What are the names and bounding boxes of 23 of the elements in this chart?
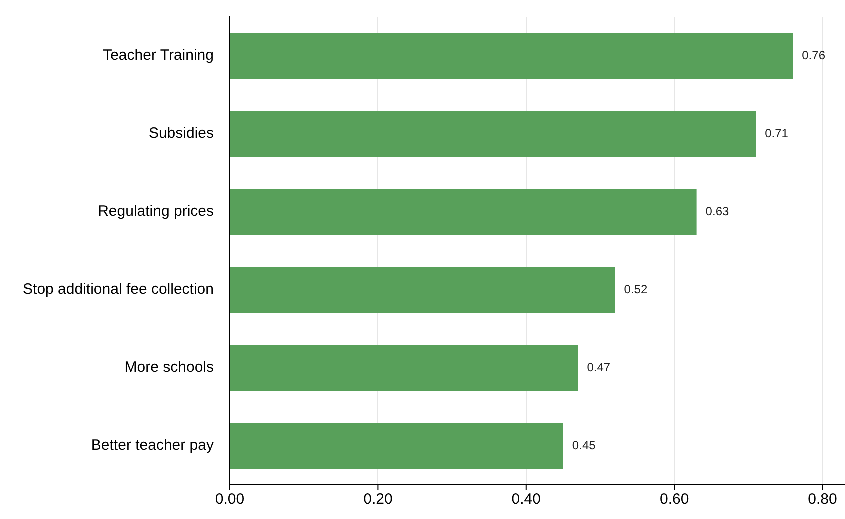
y-tick-label: Better teacher pay bbox=[91, 437, 214, 454]
data-label: 0.76 bbox=[802, 48, 826, 62]
bar bbox=[230, 422, 564, 470]
x-tick-label: 0.20 bbox=[364, 491, 393, 508]
bar bbox=[230, 32, 794, 80]
data-label: 0.45 bbox=[572, 438, 596, 452]
y-tick-label: More schools bbox=[124, 359, 214, 376]
y-tick-label: Stop additional fee collection bbox=[23, 281, 214, 298]
data-label: 0.63 bbox=[706, 204, 730, 218]
x-tick-label: 0.00 bbox=[215, 491, 245, 508]
bar bbox=[230, 110, 756, 158]
bar bbox=[230, 188, 697, 236]
data-label: 0.47 bbox=[587, 360, 611, 374]
x-tick-label: 0.80 bbox=[808, 491, 838, 508]
data-label: 0.52 bbox=[624, 282, 648, 296]
y-tick-label: Subsidies bbox=[148, 125, 214, 142]
bar bbox=[230, 344, 578, 392]
y-tick-label: Regulating prices bbox=[98, 203, 214, 220]
x-tick-label: 0.40 bbox=[512, 491, 541, 508]
data-label: 0.71 bbox=[765, 126, 789, 140]
x-tick-label: 0.60 bbox=[660, 491, 690, 508]
y-tick-label: Teacher Training bbox=[103, 47, 214, 64]
bar bbox=[230, 266, 616, 314]
